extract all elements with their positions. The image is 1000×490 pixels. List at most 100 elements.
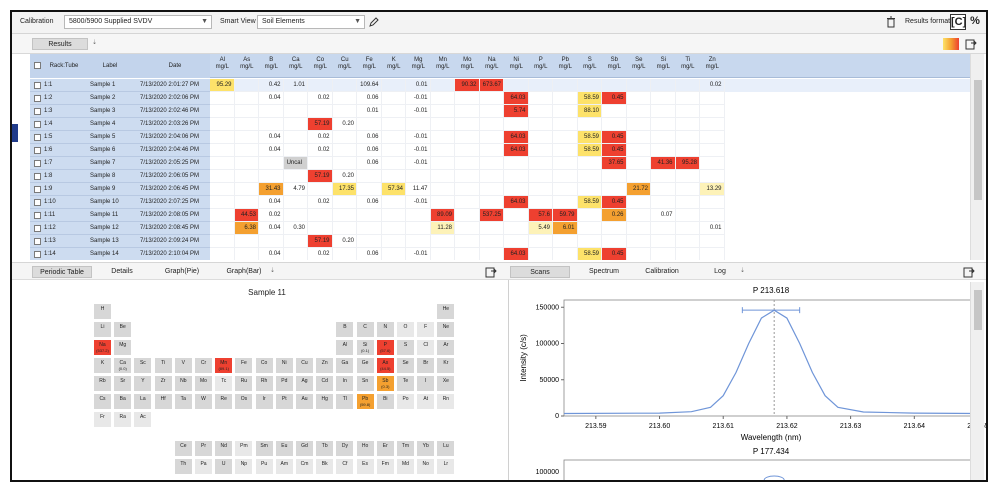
cell-cu[interactable]: 17.35 [332, 183, 357, 196]
cell-sb[interactable] [602, 79, 627, 92]
element-mn[interactable]: Mn (89.1) [215, 358, 233, 373]
element-ra[interactable]: Ra [114, 412, 132, 427]
table-row[interactable]: 1:9 Sample 9 7/13/2020 2:06:45 PM 31.43 4.79… [30, 183, 970, 196]
cell-as[interactable] [234, 92, 259, 105]
element-mg[interactable]: Mg [114, 340, 132, 355]
cell-sb[interactable] [602, 170, 627, 183]
cell-pb[interactable]: 6.01 [553, 222, 578, 235]
cell-fe[interactable] [357, 170, 382, 183]
table-row[interactable]: 1:12 Sample 12 7/13/2020 2:08:45 PM 6.38 0.0… [30, 222, 970, 235]
cell-cu[interactable]: 0.20 [332, 170, 357, 183]
cell-b[interactable]: 0.04 [259, 144, 284, 157]
cell-s[interactable] [577, 118, 602, 131]
cell-pb[interactable] [553, 248, 578, 260]
tab-log[interactable]: Log [714, 268, 726, 275]
cell-b[interactable]: 0.02 [259, 209, 284, 222]
cell-pb[interactable] [553, 157, 578, 170]
cell-mn[interactable] [430, 92, 455, 105]
cell-b[interactable] [259, 118, 284, 131]
cell-mn[interactable] [430, 170, 455, 183]
element-hf[interactable]: Hf [154, 394, 172, 409]
element-th[interactable]: Th [174, 458, 192, 474]
cell-co[interactable] [308, 157, 333, 170]
element-ar[interactable]: Ar [437, 340, 455, 355]
cell-as[interactable] [234, 118, 259, 131]
cell-k[interactable] [381, 209, 406, 222]
cell-mn[interactable] [430, 79, 455, 92]
row-checkbox[interactable] [34, 108, 41, 115]
cell-pb[interactable] [553, 170, 578, 183]
cell-mg[interactable] [406, 222, 431, 235]
scrollbar-thumb[interactable] [974, 290, 982, 330]
cell-k[interactable] [382, 248, 406, 260]
cell-zn[interactable] [700, 118, 725, 131]
cell-ca[interactable] [283, 235, 308, 248]
cell-mn[interactable] [430, 196, 455, 209]
cell-co[interactable]: 0.02 [308, 144, 333, 157]
cell-s[interactable]: 58.59 [577, 248, 602, 260]
element-ru[interactable]: Ru [235, 376, 253, 391]
table-row[interactable]: 1:14 Sample 14 7/13/2020 2:10:04 PM 0.04 0.0… [30, 248, 970, 260]
header-label[interactable]: Label [102, 63, 118, 69]
cell-mg[interactable]: 11.47 [406, 183, 431, 196]
cell-se[interactable] [626, 235, 651, 248]
cell-sb[interactable] [602, 235, 627, 248]
cell-cu[interactable] [332, 196, 357, 209]
cell-b[interactable] [259, 157, 284, 170]
cell-na[interactable] [479, 170, 504, 183]
cell-ti[interactable] [675, 118, 700, 131]
cell-co[interactable]: 0.02 [308, 131, 333, 144]
cell-zn[interactable]: 0.02 [700, 79, 725, 92]
cell-k[interactable]: 57.34 [381, 183, 406, 196]
cell-co[interactable] [308, 105, 333, 118]
header-fe[interactable]: Fe mg/L [357, 57, 382, 71]
cell-sb[interactable]: 0.45 [602, 144, 627, 157]
element-n[interactable]: N [376, 322, 394, 337]
cell-ni[interactable]: 64.03 [504, 144, 529, 157]
cell-mo[interactable] [455, 209, 480, 222]
cell-ti[interactable] [675, 196, 700, 209]
cell-as[interactable] [234, 235, 259, 248]
export-icon[interactable] [962, 265, 976, 279]
cell-b[interactable] [259, 170, 284, 183]
header-ti[interactable]: Ti mg/L [676, 57, 701, 71]
cell-ti[interactable]: 95.28 [675, 157, 700, 170]
element-hg[interactable]: Hg [316, 394, 334, 409]
header-zn[interactable]: Zn mg/L [700, 57, 725, 71]
element-lu[interactable]: Lu [437, 440, 455, 456]
cell-sb[interactable] [602, 118, 627, 131]
element-h[interactable]: H [94, 304, 111, 319]
cell-pb[interactable] [553, 105, 578, 118]
calibration-select[interactable]: 5800/5900 Supplied SVDV ▼ [64, 15, 212, 29]
cell-s[interactable]: 58.59 [577, 144, 602, 157]
cell-si[interactable] [651, 183, 676, 196]
cell-k[interactable] [381, 79, 406, 92]
header-al[interactable]: Al mg/L [210, 57, 235, 71]
cell-as[interactable] [234, 79, 259, 92]
element-cs[interactable]: Cs [94, 394, 111, 409]
smartview-select[interactable]: Soil Elements ▼ [257, 15, 365, 29]
cell-co[interactable] [308, 79, 333, 92]
element-na[interactable]: Na (537.2) [94, 340, 111, 355]
cell-as[interactable] [234, 170, 259, 183]
cell-s[interactable]: 58.59 [577, 92, 602, 105]
cell-si[interactable] [651, 170, 676, 183]
cell-b[interactable]: 0.04 [259, 131, 284, 144]
cell-si[interactable] [651, 105, 676, 118]
cell-na[interactable]: 673.67 [479, 79, 504, 92]
tab-calibration[interactable]: Calibration [645, 268, 679, 275]
cell-sb[interactable]: 0.45 [602, 92, 627, 105]
table-row[interactable]: 1:5 Sample 5 7/13/2020 2:04:06 PM 0.04 0.02 0… [30, 131, 970, 144]
element-pm[interactable]: Pm [235, 440, 253, 456]
element-he[interactable]: He [437, 304, 455, 319]
header-se[interactable]: Se mg/L [627, 57, 652, 71]
element-cu[interactable]: Cu [296, 358, 313, 373]
cell-p[interactable] [528, 235, 553, 248]
cell-mo[interactable] [455, 222, 480, 235]
element-f[interactable]: F [417, 322, 435, 337]
cell-cu[interactable] [332, 222, 357, 235]
element-pr[interactable]: Pr [195, 440, 212, 456]
cell-ti[interactable] [675, 183, 700, 196]
pin-icon[interactable]: ⇣ [270, 268, 276, 274]
